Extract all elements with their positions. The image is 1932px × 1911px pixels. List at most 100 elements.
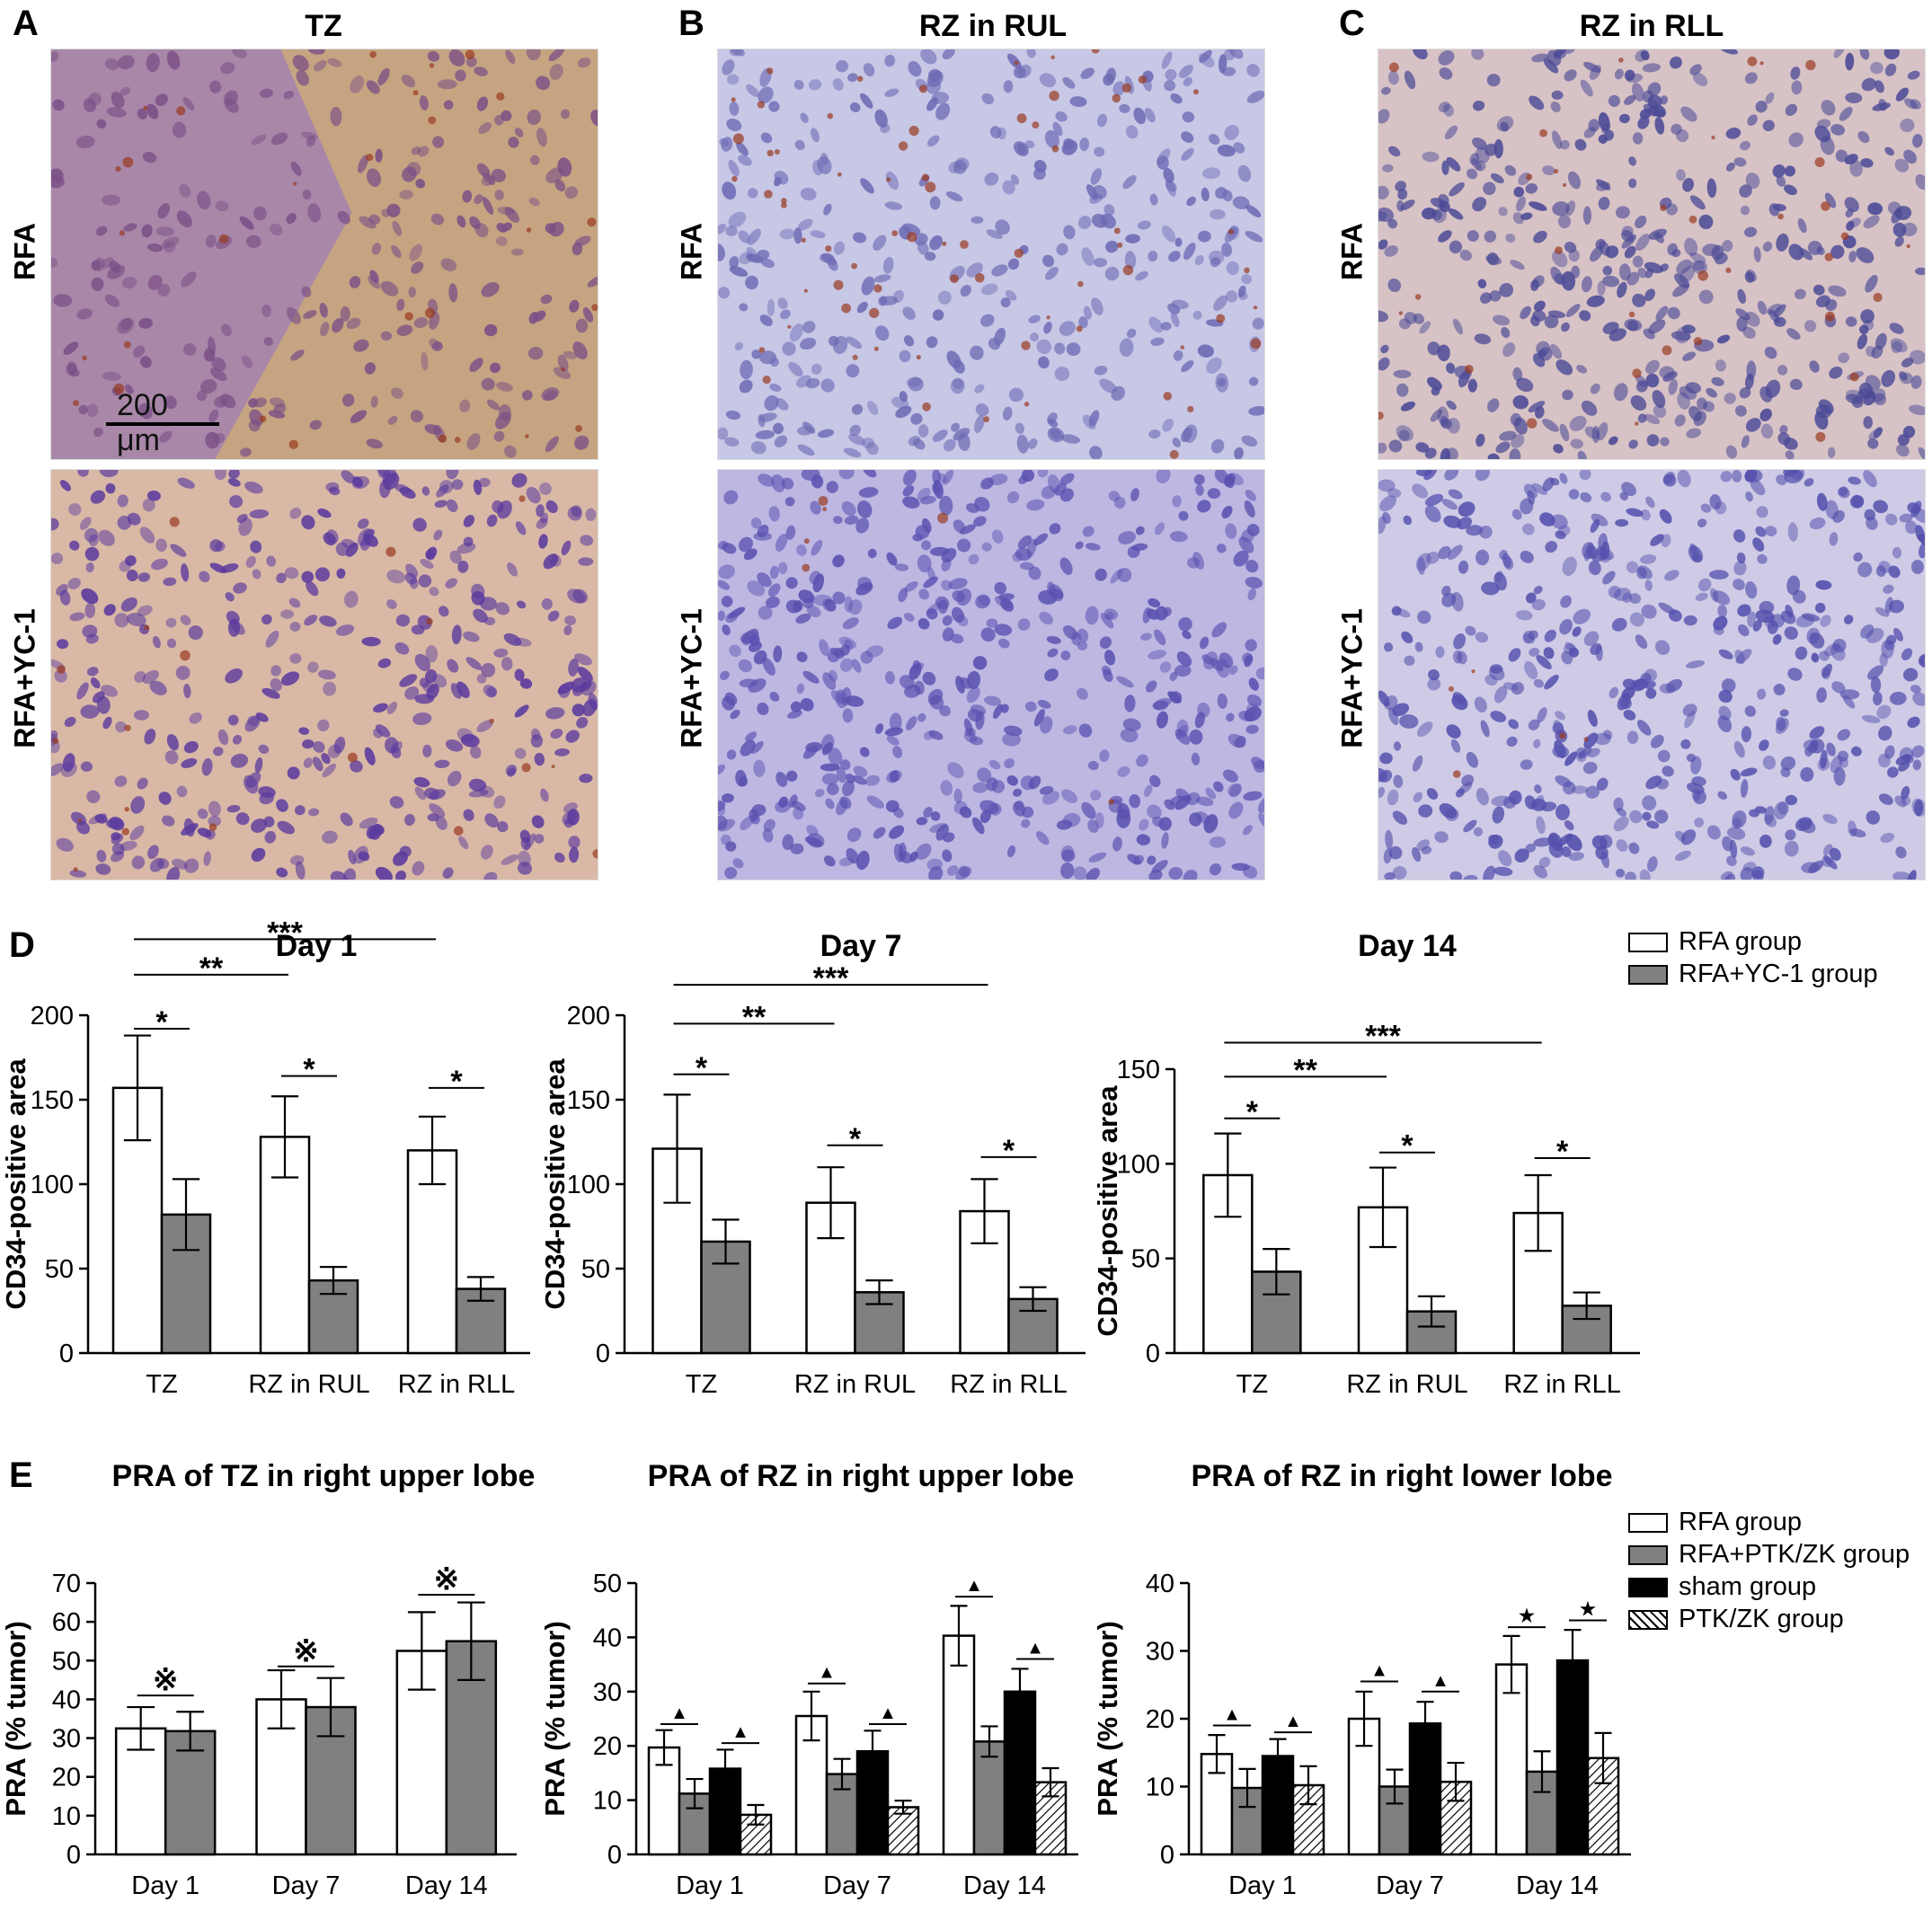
significance-marker: ★ <box>1519 1606 1535 1626</box>
cell-nucleus <box>1148 429 1161 439</box>
cell-nucleus <box>301 286 312 297</box>
cell-nucleus <box>553 367 572 379</box>
cell-nucleus <box>1641 604 1657 619</box>
cell-nucleus <box>845 695 864 707</box>
cell-nucleus <box>414 786 427 801</box>
cell-nucleus <box>833 516 843 525</box>
cell-nucleus <box>1686 428 1702 438</box>
cell-nucleus <box>1814 125 1831 143</box>
micrograph-rz-rll-rfa <box>1378 49 1926 460</box>
legend-swatch <box>1628 933 1668 952</box>
cd34-stain <box>825 245 832 252</box>
cell-nucleus <box>1511 682 1525 695</box>
cell-nucleus <box>209 80 222 93</box>
cell-nucleus <box>1514 848 1529 863</box>
cell-nucleus <box>1537 707 1547 723</box>
cell-nucleus <box>1449 240 1463 254</box>
cell-nucleus <box>1551 514 1568 529</box>
cell-nucleus <box>253 206 267 221</box>
cd34-stain <box>518 495 526 502</box>
cell-nucleus <box>1028 775 1041 790</box>
cell-nucleus <box>270 665 281 677</box>
cell-nucleus <box>1608 585 1621 598</box>
cell-nucleus <box>785 577 798 589</box>
cell-nucleus <box>1473 827 1484 836</box>
cell-nucleus <box>1209 134 1220 146</box>
cell-nucleus <box>1387 789 1399 806</box>
cell-nucleus <box>1154 522 1165 535</box>
cell-nucleus <box>67 577 81 590</box>
cell-nucleus <box>989 126 1002 139</box>
cell-nucleus <box>836 766 846 783</box>
cell-nucleus <box>875 325 890 341</box>
cell-nucleus <box>1621 686 1635 700</box>
cell-nucleus <box>319 615 337 627</box>
cell-nucleus <box>1891 341 1902 354</box>
cell-nucleus <box>974 384 985 394</box>
cell-nucleus <box>1073 866 1087 880</box>
cell-nucleus <box>933 479 944 500</box>
cd34-stain <box>1138 75 1147 84</box>
cell-nucleus <box>1221 506 1233 518</box>
cell-nucleus <box>1139 818 1149 831</box>
cell-nucleus <box>740 631 759 643</box>
cell-nucleus <box>1529 201 1547 211</box>
cell-nucleus <box>56 837 74 852</box>
cell-nucleus <box>1169 531 1188 543</box>
cd34-stain <box>803 538 810 544</box>
cell-nucleus <box>473 608 488 623</box>
cell-nucleus <box>557 354 569 372</box>
cell-nucleus <box>1502 796 1517 810</box>
cell-nucleus <box>1872 102 1891 111</box>
cell-nucleus <box>1258 812 1264 829</box>
cell-nucleus <box>1060 434 1081 444</box>
cell-nucleus <box>1378 109 1390 124</box>
cell-nucleus <box>1811 652 1820 663</box>
cell-nucleus <box>258 744 270 754</box>
cell-nucleus <box>139 526 155 544</box>
cell-nucleus <box>362 528 376 539</box>
cell-nucleus <box>1422 151 1440 163</box>
cell-nucleus <box>483 173 495 185</box>
cell-nucleus <box>412 712 432 726</box>
legend-label: RFA group <box>1679 927 1803 956</box>
cell-nucleus <box>1764 805 1775 825</box>
cell-nucleus <box>538 534 548 549</box>
cell-nucleus <box>1543 58 1559 74</box>
cell-nucleus <box>137 108 147 119</box>
cell-nucleus <box>1205 787 1217 800</box>
cell-nucleus <box>1733 529 1746 543</box>
cell-nucleus <box>1580 491 1592 503</box>
cell-nucleus <box>786 710 802 719</box>
cell-nucleus <box>294 805 306 816</box>
cell-nucleus <box>1598 196 1610 210</box>
cell-nucleus <box>1203 814 1219 834</box>
cell-nucleus <box>1054 366 1070 382</box>
cd34-stain <box>1618 58 1624 63</box>
cell-nucleus <box>1548 841 1564 858</box>
cd34-stain <box>818 496 829 506</box>
cell-nucleus <box>1533 300 1546 312</box>
cell-nucleus <box>856 301 868 314</box>
cell-nucleus <box>1483 181 1496 196</box>
micrograph-texture <box>1378 470 1925 880</box>
cell-nucleus <box>966 686 980 703</box>
cd34-stain <box>454 826 464 836</box>
cd34-stain <box>1635 421 1639 426</box>
cell-nucleus <box>967 709 983 722</box>
cell-nucleus <box>898 588 908 603</box>
cell-nucleus <box>335 624 355 636</box>
cell-nucleus <box>1061 789 1078 803</box>
cell-nucleus <box>1100 613 1114 629</box>
cell-nucleus <box>917 554 932 573</box>
cell-nucleus <box>1522 630 1535 644</box>
cell-nucleus <box>1206 357 1222 374</box>
cell-nucleus <box>1392 866 1407 880</box>
cell-nucleus <box>345 542 359 557</box>
cell-nucleus <box>1217 693 1227 709</box>
cell-nucleus <box>1642 63 1661 73</box>
cell-nucleus <box>1506 736 1518 748</box>
cell-nucleus <box>1241 435 1258 447</box>
cell-nucleus <box>1021 818 1031 828</box>
cell-nucleus <box>1875 332 1887 350</box>
